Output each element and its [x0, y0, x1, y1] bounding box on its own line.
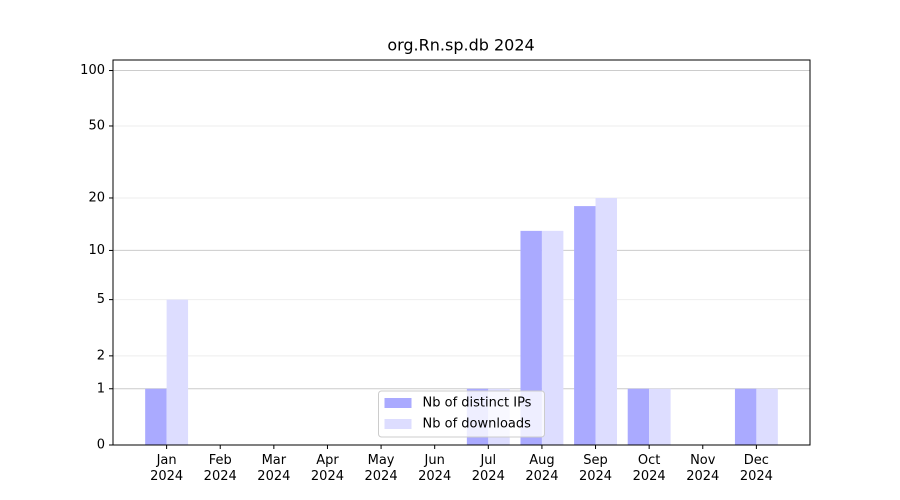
grid	[113, 70, 810, 446]
bar	[734, 388, 757, 445]
bar	[541, 230, 564, 445]
bar	[756, 388, 778, 445]
legend-swatch	[384, 419, 412, 429]
x-tick-label: Jun 2024	[418, 453, 452, 484]
y-tick-label: 5	[97, 292, 105, 307]
y-tick-label: 10	[88, 243, 105, 258]
y-tick-label: 100	[80, 63, 105, 78]
legend-box	[378, 390, 545, 438]
x-tick-label: Oct 2024	[632, 453, 666, 484]
y-tick-label: 50	[88, 118, 105, 133]
x-tick-label: Aug 2024	[525, 453, 559, 484]
bar	[595, 197, 617, 445]
chart-title: org.Rn.sp.db 2024	[387, 36, 534, 55]
x-tick-label: Dec 2024	[739, 453, 773, 484]
y-tick-label: 2	[97, 348, 105, 363]
x-tick-label: Mar 2024	[257, 453, 291, 484]
x-tick-label: Feb 2024	[203, 453, 237, 484]
y-tick-label: 0	[97, 438, 105, 453]
x-tick-label: Apr 2024	[310, 453, 344, 484]
y-tick-label: 1	[97, 381, 105, 396]
bar	[649, 388, 671, 445]
legend: Nb of distinct IPs Nb of downloads	[378, 390, 545, 438]
legend-label: Nb of distinct IPs	[423, 396, 532, 411]
plot-frame	[112, 59, 811, 446]
x-tick-label: Jul 2024	[471, 453, 505, 484]
bar	[627, 388, 650, 445]
x-tick-label: Sep 2024	[578, 453, 613, 484]
y-tick-label: 20	[88, 190, 105, 205]
x-tick-label: Nov 2024	[686, 453, 720, 484]
x-tick-label: Jan 2024	[150, 453, 184, 484]
bar	[574, 206, 596, 445]
x-tick-label: May 2024	[364, 453, 398, 484]
bar	[166, 299, 189, 445]
legend-swatch	[384, 398, 412, 408]
bar	[145, 388, 167, 445]
legend-label: Nb of downloads	[423, 417, 532, 432]
